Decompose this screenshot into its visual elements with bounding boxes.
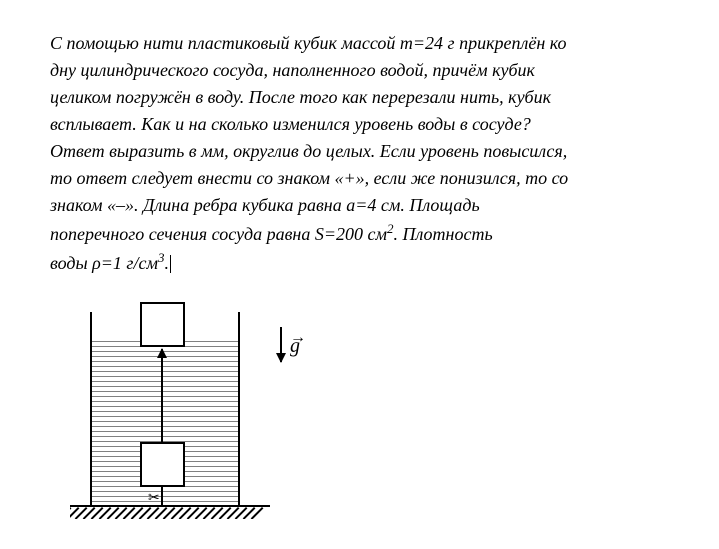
gravity-arrow-icon <box>280 327 282 362</box>
text-segment: воды <box>50 253 92 273</box>
text-segment: целиком погружён в воду. После того как … <box>50 87 551 107</box>
vessel-wall-right <box>238 312 240 507</box>
cube-floating <box>140 302 185 347</box>
text-segment: . <box>164 253 169 273</box>
text-segment: дну цилиндрического сосуда, наполненного… <box>50 60 535 80</box>
text-segment: то ответ следует внести со знаком «+», е… <box>50 168 568 188</box>
cube-submerged <box>140 442 185 487</box>
text-segment: С помощью нити пластиковый кубик массой <box>50 33 400 53</box>
text-segment: знаком «–». Длина ребра кубика равна <box>50 195 346 215</box>
text-cursor <box>170 255 171 273</box>
string-line <box>161 487 163 505</box>
area-value: S=200 см <box>315 224 387 244</box>
text-segment: всплывает. Как и на сколько изменился ур… <box>50 114 531 134</box>
problem-statement: С помощью нити пластиковый кубик массой … <box>50 30 669 277</box>
edge-value: a=4 см <box>346 195 400 215</box>
text-segment: поперечного сечения сосуда равна <box>50 224 315 244</box>
text-segment: прикреплён ко <box>455 33 567 53</box>
motion-arrow-icon <box>161 349 163 442</box>
text-segment: Ответ выразить в мм, округлив до целых. … <box>50 141 567 161</box>
physics-diagram: ✂ → g <box>70 302 350 532</box>
ground-surface <box>70 505 270 520</box>
text-segment: . Плотность <box>393 224 492 244</box>
mass-value: m=24 г <box>400 33 455 53</box>
text-segment: . Площадь <box>400 195 479 215</box>
scissors-icon: ✂ <box>148 490 160 507</box>
ground-hatching <box>70 507 270 519</box>
water-line <box>92 497 238 502</box>
gravity-label: g <box>290 335 300 358</box>
density-value: ρ=1 г/см <box>92 253 158 273</box>
